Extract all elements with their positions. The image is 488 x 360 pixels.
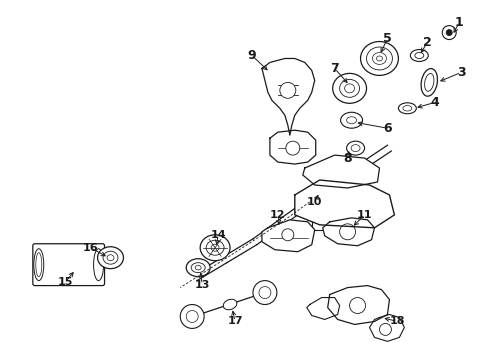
Polygon shape xyxy=(307,185,331,205)
Ellipse shape xyxy=(195,265,201,270)
Text: 5: 5 xyxy=(382,32,391,45)
Circle shape xyxy=(285,141,299,155)
Text: 6: 6 xyxy=(383,122,391,135)
Ellipse shape xyxy=(98,247,123,269)
Ellipse shape xyxy=(186,259,210,276)
Text: 18: 18 xyxy=(389,316,405,327)
Text: 4: 4 xyxy=(430,96,439,109)
Ellipse shape xyxy=(366,47,392,70)
Text: 7: 7 xyxy=(329,62,338,75)
Polygon shape xyxy=(223,239,256,263)
Polygon shape xyxy=(193,257,226,280)
Polygon shape xyxy=(306,298,339,319)
Polygon shape xyxy=(327,285,388,324)
Ellipse shape xyxy=(339,80,359,97)
Ellipse shape xyxy=(424,73,433,91)
Text: 8: 8 xyxy=(343,152,351,165)
Ellipse shape xyxy=(346,117,356,124)
Circle shape xyxy=(252,280,276,305)
Ellipse shape xyxy=(340,112,362,128)
Circle shape xyxy=(441,26,455,40)
Text: 10: 10 xyxy=(306,197,322,207)
Ellipse shape xyxy=(36,253,41,276)
Ellipse shape xyxy=(191,263,205,273)
Circle shape xyxy=(186,310,198,323)
Text: 15: 15 xyxy=(58,276,73,287)
Circle shape xyxy=(180,305,203,328)
Polygon shape xyxy=(357,145,390,171)
Ellipse shape xyxy=(206,240,224,255)
Polygon shape xyxy=(294,180,394,228)
Ellipse shape xyxy=(398,103,415,114)
Ellipse shape xyxy=(402,105,411,111)
Text: 3: 3 xyxy=(456,66,465,79)
Ellipse shape xyxy=(223,299,236,310)
Bar xyxy=(311,185,341,230)
Polygon shape xyxy=(302,155,379,188)
Ellipse shape xyxy=(376,56,382,61)
Circle shape xyxy=(446,30,451,36)
Ellipse shape xyxy=(93,249,103,280)
Circle shape xyxy=(339,224,355,240)
Text: 12: 12 xyxy=(269,210,285,220)
Circle shape xyxy=(349,298,365,314)
Polygon shape xyxy=(252,217,286,244)
Ellipse shape xyxy=(372,53,386,64)
Ellipse shape xyxy=(211,244,219,251)
Ellipse shape xyxy=(346,141,364,155)
Ellipse shape xyxy=(200,235,229,261)
Ellipse shape xyxy=(360,41,398,75)
Circle shape xyxy=(279,82,295,98)
FancyBboxPatch shape xyxy=(33,244,104,285)
Text: 17: 17 xyxy=(227,316,242,327)
Ellipse shape xyxy=(420,68,437,96)
Text: 16: 16 xyxy=(82,243,98,253)
Ellipse shape xyxy=(332,73,366,103)
Circle shape xyxy=(379,323,390,336)
Text: 1: 1 xyxy=(454,16,463,29)
Circle shape xyxy=(259,287,270,298)
Ellipse shape xyxy=(34,249,44,280)
Ellipse shape xyxy=(409,50,427,62)
Text: 2: 2 xyxy=(422,36,431,49)
Ellipse shape xyxy=(344,84,354,93)
Polygon shape xyxy=(327,165,361,191)
Text: 9: 9 xyxy=(247,49,256,62)
Ellipse shape xyxy=(107,255,114,261)
Ellipse shape xyxy=(414,53,423,58)
Ellipse shape xyxy=(350,145,359,152)
Polygon shape xyxy=(262,58,314,135)
Polygon shape xyxy=(269,130,315,164)
Polygon shape xyxy=(262,220,314,252)
Text: 14: 14 xyxy=(210,230,225,240)
Polygon shape xyxy=(282,199,311,223)
Polygon shape xyxy=(322,218,374,246)
Text: 11: 11 xyxy=(356,210,371,220)
Ellipse shape xyxy=(103,251,118,264)
Circle shape xyxy=(281,229,293,241)
Text: 13: 13 xyxy=(194,280,209,289)
Polygon shape xyxy=(369,315,404,341)
